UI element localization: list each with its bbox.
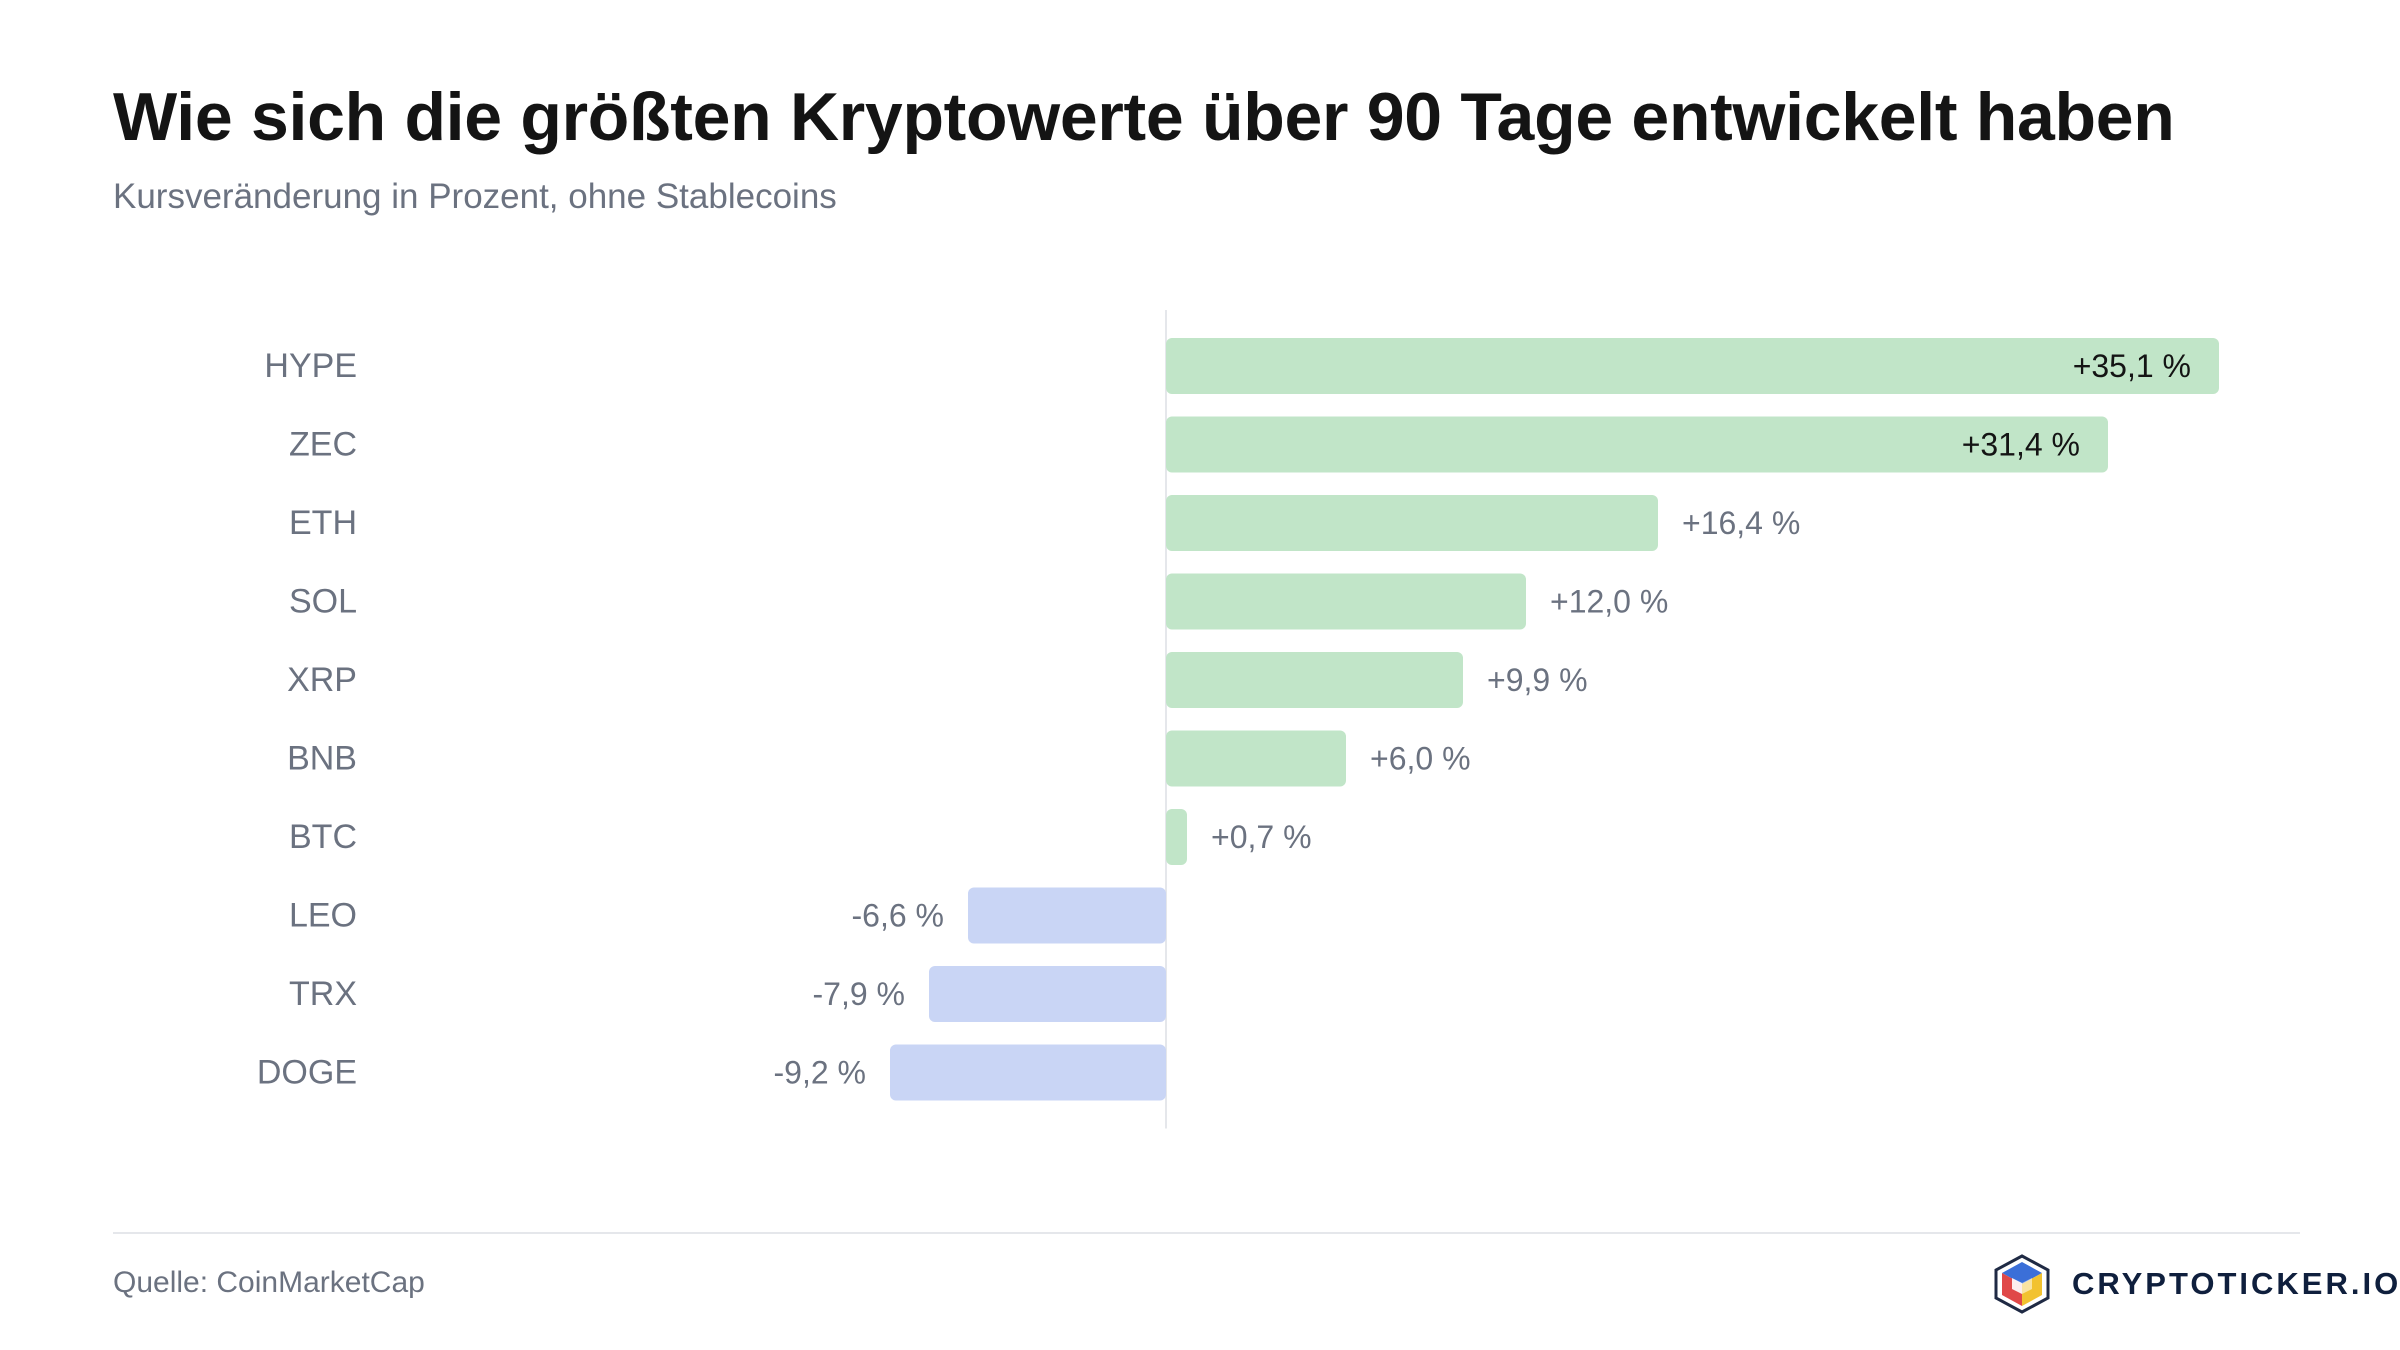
cube-logo-icon (1994, 1254, 2050, 1314)
data-label: +6,0 % (1370, 741, 1471, 777)
category-label: BNB (287, 740, 357, 778)
category-label: ZEC (289, 426, 357, 464)
data-label: +16,4 % (1682, 505, 1800, 541)
bar-bnb (1166, 730, 1346, 787)
bar-leo (968, 887, 1166, 944)
brand[interactable]: CRYPTOTICKER.IO (1990, 1252, 2400, 1316)
category-label: DOGE (257, 1054, 357, 1092)
data-label: -9,2 % (774, 1055, 866, 1091)
category-label: ETH (289, 504, 357, 542)
brand-name: CRYPTOTICKER.IO (2072, 1266, 2400, 1301)
bar-btc (1166, 809, 1187, 865)
category-label: HYPE (264, 347, 357, 385)
data-label: +0,7 % (1211, 819, 1312, 855)
data-label: +9,9 % (1487, 662, 1588, 698)
category-label: SOL (289, 583, 357, 621)
bar-hype (1166, 338, 2219, 394)
data-label: -7,9 % (813, 976, 905, 1012)
category-label: XRP (287, 661, 357, 699)
data-label: +12,0 % (1550, 584, 1668, 620)
bar-chart: HYPE +35,1 % ZEC +31,4 % ETH +16,4 % SOL +12,0 … (257, 310, 2219, 1129)
chart-subtitle: Kursveränderung in Prozent, ohne Stablec… (113, 177, 837, 216)
source-note: Quelle: CoinMarketCap (113, 1266, 425, 1299)
chart-title: Wie sich die größten Kryptowerte über 90… (113, 79, 2175, 155)
bar-trx (929, 966, 1166, 1022)
category-label: BTC (289, 818, 357, 856)
data-label: +35,1 % (2073, 348, 2191, 384)
footer-divider (113, 1232, 2300, 1234)
bar-eth (1166, 495, 1658, 551)
category-label: TRX (289, 975, 357, 1013)
bar-doge (890, 1044, 1166, 1101)
bar-zec (1166, 416, 2108, 473)
data-label: -6,6 % (852, 898, 944, 934)
bar-sol (1166, 573, 1526, 630)
data-label: +31,4 % (1962, 427, 2080, 463)
category-label: LEO (289, 897, 357, 935)
bar-xrp (1166, 652, 1463, 708)
